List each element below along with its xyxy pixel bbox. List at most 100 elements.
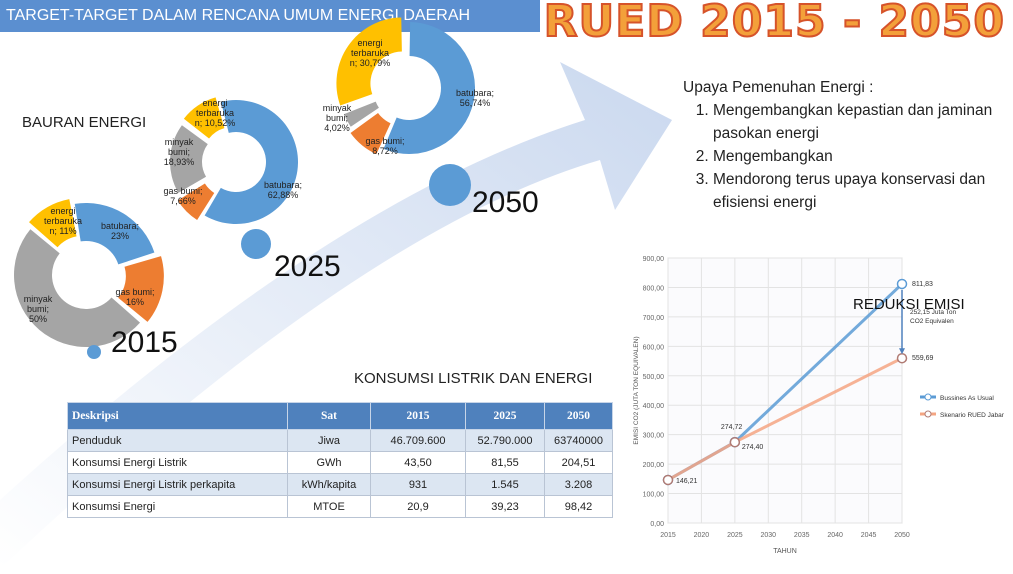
legend-label: Skenario RUED Jabar: [940, 412, 1005, 419]
upaya-item: Mendorong terus upaya konservasi dan efi…: [713, 168, 1003, 214]
y-tick-label: 500,00: [643, 374, 665, 381]
table-cell: Jiwa: [287, 429, 371, 452]
y-axis-label: EMISI CO2 (JUTA TON EQUIVALEN): [633, 336, 640, 444]
bauran-energi-label: BAURAN ENERGI: [22, 114, 147, 131]
y-tick-label: 600,00: [643, 344, 665, 351]
donut-2025-label-gas: gas bumi; 7,66%: [163, 186, 203, 206]
table-cell: 43,50: [370, 451, 466, 474]
year-dot-2015: [87, 345, 101, 359]
x-tick-label: 2025: [727, 532, 743, 539]
upaya-heading: Upaya Pemenuhan Energi :: [683, 79, 874, 96]
upaya-section: Upaya Pemenuhan Energi : Mengembangkan k…: [683, 76, 1003, 214]
y-tick-label: 300,00: [643, 433, 665, 440]
donut-2050-segment-1: [350, 112, 391, 155]
donut-2050-label-batubara: batubara; 56,74%: [455, 88, 495, 108]
y-tick-label: 900,00: [643, 256, 665, 263]
series-point-1-1: [729, 436, 741, 448]
donut-2050-segment-3: [336, 17, 402, 106]
page-title: RUED 2015 - 2050: [543, 0, 1005, 48]
x-tick-label: 2045: [861, 532, 877, 539]
plot-area: [667, 257, 903, 524]
donut-2015-segment-3: [29, 199, 77, 248]
x-tick-label: 2035: [794, 532, 810, 539]
donut-2050-label-minyak: minyak bumi; 4,02%: [322, 103, 352, 133]
donut-2025-segment-3: [183, 97, 225, 139]
emission-chart-svg: 0,00 100,00 200,00 300,00 400,00 500,00 600,00…: [633, 256, 1005, 555]
data-point-label: 559,69: [912, 355, 934, 362]
year-dot-2025: [241, 229, 271, 259]
banner-title: TARGET-TARGET DALAM RENCANA UMUM ENERGI …: [0, 0, 540, 32]
legend-marker-1: [924, 410, 932, 418]
y-tick-label: 0,00: [650, 521, 664, 528]
year-label-2025: 2025: [274, 250, 341, 283]
table-cell: 1.545: [465, 473, 545, 496]
table-cell: Penduduk: [67, 429, 288, 452]
table-cell: kWh/kapita: [287, 473, 371, 496]
donut-2015-segment-0: [74, 203, 155, 265]
table-cell: 98,42: [544, 495, 613, 518]
y-tick-label: 200,00: [643, 462, 665, 469]
donut-2050: [336, 17, 475, 155]
emission-chart: 0,00 100,00 200,00 300,00 400,00 500,00 600,00…: [620, 244, 1013, 569]
series-point-0-2: [896, 278, 908, 290]
y-tick-label: 400,00: [643, 403, 665, 410]
year-dot-2050: [429, 164, 471, 206]
table-cell: 63740000: [544, 429, 613, 452]
data-point-label: 274,40: [742, 444, 764, 451]
table-cell: 3.208: [544, 473, 613, 496]
data-point-label: 811,83: [912, 281, 933, 288]
table-cell: 81,55: [465, 451, 545, 474]
x-tick-label: 2040: [827, 532, 843, 539]
donut-2015-label-energi: energi terbaruka n; 11%: [43, 206, 83, 236]
table-cell: 204,51: [544, 451, 613, 474]
series-point-1-0: [662, 474, 674, 486]
y-tick-label: 700,00: [643, 315, 665, 322]
donut-2025-label-energi: energi terbaruka n; 10,52%: [194, 98, 236, 128]
donut-2015-label-batubara: batubara; 23%: [100, 221, 140, 241]
data-point-label: 146,21: [676, 478, 698, 485]
donut-2050-label-gas: gas bumi; 8,72%: [365, 136, 405, 156]
reduction-arrow-head: [899, 348, 905, 355]
upaya-item: Mengembangkan kepastian dan jaminan paso…: [713, 99, 1003, 145]
donut-2050-segment-2: [344, 101, 379, 127]
legend-label: Bussines As Usual: [940, 395, 994, 402]
x-tick-label: 2015: [660, 532, 676, 539]
reduction-annotation: 252,15 Juta Ton: [910, 309, 957, 316]
reduksi-emisi-label: REDUKSI EMISI: [853, 296, 965, 313]
table-cell: 20,9: [370, 495, 466, 518]
table-header: 2050: [544, 402, 613, 430]
table-cell: Konsumsi Energi: [67, 495, 288, 518]
donut-2050-segment-0: [383, 22, 475, 155]
table-cell: Konsumsi Energi Listrik perkapita: [67, 473, 288, 496]
table-cell: 46.709.600: [370, 429, 466, 452]
konsumsi-table: Deskripsi Sat 2015 2025 2050 Penduduk Ji…: [67, 402, 613, 518]
y-tick-label: 100,00: [643, 492, 665, 499]
table-header: Deskripsi: [67, 402, 288, 430]
legend-marker-0: [924, 393, 932, 401]
donut-2025-segment-1: [177, 183, 215, 220]
donut-2015-label-gas: gas bumi; 16%: [115, 287, 155, 307]
donut-2025: [170, 97, 298, 224]
konsumsi-title: KONSUMSI LISTRIK DAN ENERGI: [354, 370, 593, 387]
table-header: Sat: [287, 402, 371, 430]
table-cell: MTOE: [287, 495, 371, 518]
year-label-2015: 2015: [111, 326, 178, 359]
upaya-list: Mengembangkan kepastian dan jaminan paso…: [683, 99, 1003, 214]
donut-2025-label-batubara: batubara; 62,88%: [263, 180, 303, 200]
y-tick-label: 800,00: [643, 285, 665, 292]
donut-2050-label-energi: energi terbaruka n; 30,79%: [349, 38, 391, 68]
donut-2015-segment-1: [118, 256, 164, 322]
x-tick-label: 2020: [694, 532, 710, 539]
data-point-label: 274,72: [721, 424, 743, 431]
donut-2015-segment-2: [14, 229, 141, 347]
donut-2015: [14, 199, 164, 347]
table-row: Konsumsi Energi Listrik perkapita kWh/ka…: [67, 473, 613, 496]
table-header: 2015: [370, 402, 466, 430]
year-label-2050: 2050: [472, 186, 539, 219]
table-header: 2025: [465, 402, 545, 430]
table-row: Konsumsi Energi MTOE 20,9 39,23 98,42: [67, 495, 613, 518]
donut-2015-label-minyak: minyak bumi; 50%: [23, 294, 53, 324]
donut-2025-segment-0: [204, 100, 298, 224]
